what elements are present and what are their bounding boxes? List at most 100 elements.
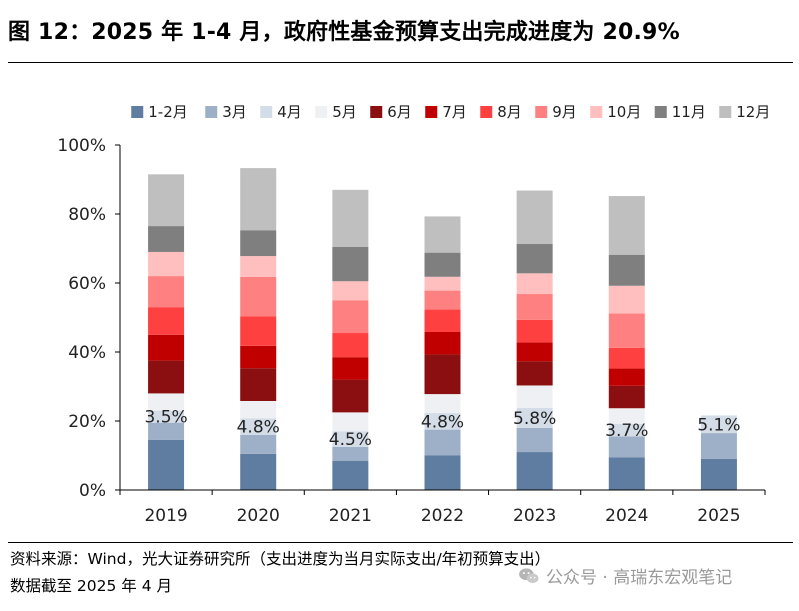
bar-segment: [240, 256, 277, 277]
footer-divider: [8, 542, 793, 543]
legend-swatch: [590, 106, 603, 118]
y-tick-label: 20%: [68, 412, 106, 432]
bar-segment: [240, 230, 277, 257]
bar-segment: [148, 410, 185, 423]
bar-segment: [332, 357, 369, 380]
legend-swatch: [480, 106, 493, 118]
x-tick-label: 2021: [329, 506, 372, 526]
wechat-icon: [519, 567, 539, 583]
bar-segment: [516, 361, 553, 386]
bar-segment: [332, 246, 369, 282]
bar-segment: [424, 252, 461, 277]
bar-segment: [240, 276, 277, 317]
bar-segment: [240, 453, 277, 490]
watermark-text: 公众号 · 高瑞东宏观笔记: [546, 568, 733, 588]
bar-segment: [424, 429, 461, 456]
bar-segment: [516, 385, 553, 408]
legend-swatch: [719, 106, 732, 118]
bar-segment: [700, 433, 737, 459]
legend-item: 5月: [315, 103, 357, 121]
y-tick-label: 80%: [68, 205, 106, 225]
legend-label: 5月: [332, 103, 357, 121]
bar-segment: [608, 196, 645, 255]
legend-item: 3月: [205, 103, 247, 121]
data-label: 3.5%: [144, 408, 187, 428]
data-label: 5.8%: [513, 409, 556, 429]
y-tick-label: 60%: [68, 274, 106, 294]
legend-swatch: [131, 106, 144, 118]
legend-label: 7月: [442, 103, 467, 121]
x-tick-label: 2022: [421, 506, 464, 526]
watermark: 公众号 · 高瑞东宏观笔记: [518, 563, 732, 588]
legend-item: 8月: [480, 103, 522, 121]
legend-item: 10月: [590, 103, 641, 121]
legend-swatch: [654, 106, 667, 118]
bar-segment: [148, 393, 185, 411]
bar-segment: [332, 281, 369, 301]
bar-segment: [608, 254, 645, 286]
bar-segment: [424, 394, 461, 414]
legend-item: 11月: [654, 103, 706, 121]
legend-swatch: [205, 106, 218, 118]
title-divider: [8, 62, 793, 63]
bar-segment: [148, 360, 185, 394]
bar-segment: [148, 422, 185, 440]
bar-segment: [240, 316, 277, 346]
y-tick-label: 0%: [79, 481, 106, 501]
bar-segment: [240, 368, 277, 401]
bar-segment: [424, 413, 461, 430]
page-title: 图 12：2025 年 1-4 月，政府性基金预算支出完成进度为 20.9%: [8, 20, 680, 45]
bar-segment: [516, 319, 553, 343]
bar-segment: [516, 407, 553, 428]
legend-label: 11月: [672, 103, 706, 121]
legend-label: 12月: [736, 103, 770, 121]
bar-segment: [332, 189, 369, 247]
bar-segment: [424, 216, 461, 253]
legend-label: 1-2月: [148, 103, 188, 121]
y-tick-label: 40%: [68, 343, 106, 363]
bar-segment: [424, 455, 461, 490]
chart-data-labels: 3.5% 4.8% 4.5% 4.8% 5.8% 3.7% 5.1%: [144, 408, 740, 450]
bar-segment: [424, 309, 461, 332]
bar-segment: [148, 251, 185, 277]
bar-segment: [240, 434, 277, 454]
legend-swatch: [535, 106, 548, 118]
stacked-bar-chart: 1-2月 3月 4月 5月 6月 7月 8月 9月 10月 11月 12月 0% 20% 40% 60% 8…: [57, 103, 770, 526]
bar-segment: [240, 400, 277, 419]
bar-segment: [516, 452, 553, 490]
x-tick-label: 2019: [144, 506, 187, 526]
bar-segment: [608, 457, 645, 490]
source-note: 资料来源：Wind，光大证券研究所（支出进度为当月实际支出/年初预算支出）: [10, 550, 551, 568]
data-label: 4.5%: [329, 430, 372, 450]
legend-item: 9月: [535, 103, 577, 121]
bar-segment: [608, 313, 645, 348]
bar-segment: [148, 174, 185, 227]
bar-segment: [608, 408, 645, 424]
bar-segment: [332, 300, 369, 334]
bar-segment: [608, 285, 645, 314]
legend-swatch: [315, 106, 328, 118]
data-label: 5.1%: [697, 415, 740, 435]
bar-segment: [700, 458, 737, 490]
x-tick-label: 2020: [237, 506, 280, 526]
bar-segment: [608, 436, 645, 458]
legend-swatch: [260, 106, 273, 118]
legend-label: 8月: [497, 103, 522, 121]
bar-segment: [148, 334, 185, 361]
data-label: 4.8%: [421, 412, 464, 432]
legend-item: 4月: [260, 103, 302, 121]
bar-segment: [240, 418, 277, 435]
chart-axes: 0% 20% 40% 60% 80% 100% 2019 2020 2021 2022 2023 20…: [57, 136, 766, 526]
bar-segment: [516, 294, 553, 320]
bar-segment: [240, 345, 277, 369]
bar-segment: [700, 415, 737, 434]
legend-label: 6月: [387, 103, 412, 121]
bar-segment: [332, 333, 369, 358]
legend-label: 9月: [552, 103, 577, 121]
bar-segment: [424, 331, 461, 355]
bar-segment: [516, 342, 553, 362]
bar-segment: [424, 290, 461, 310]
bar-segment: [332, 412, 369, 432]
legend-item: 1-2月: [131, 103, 188, 121]
x-tick-label: 2024: [605, 506, 648, 526]
